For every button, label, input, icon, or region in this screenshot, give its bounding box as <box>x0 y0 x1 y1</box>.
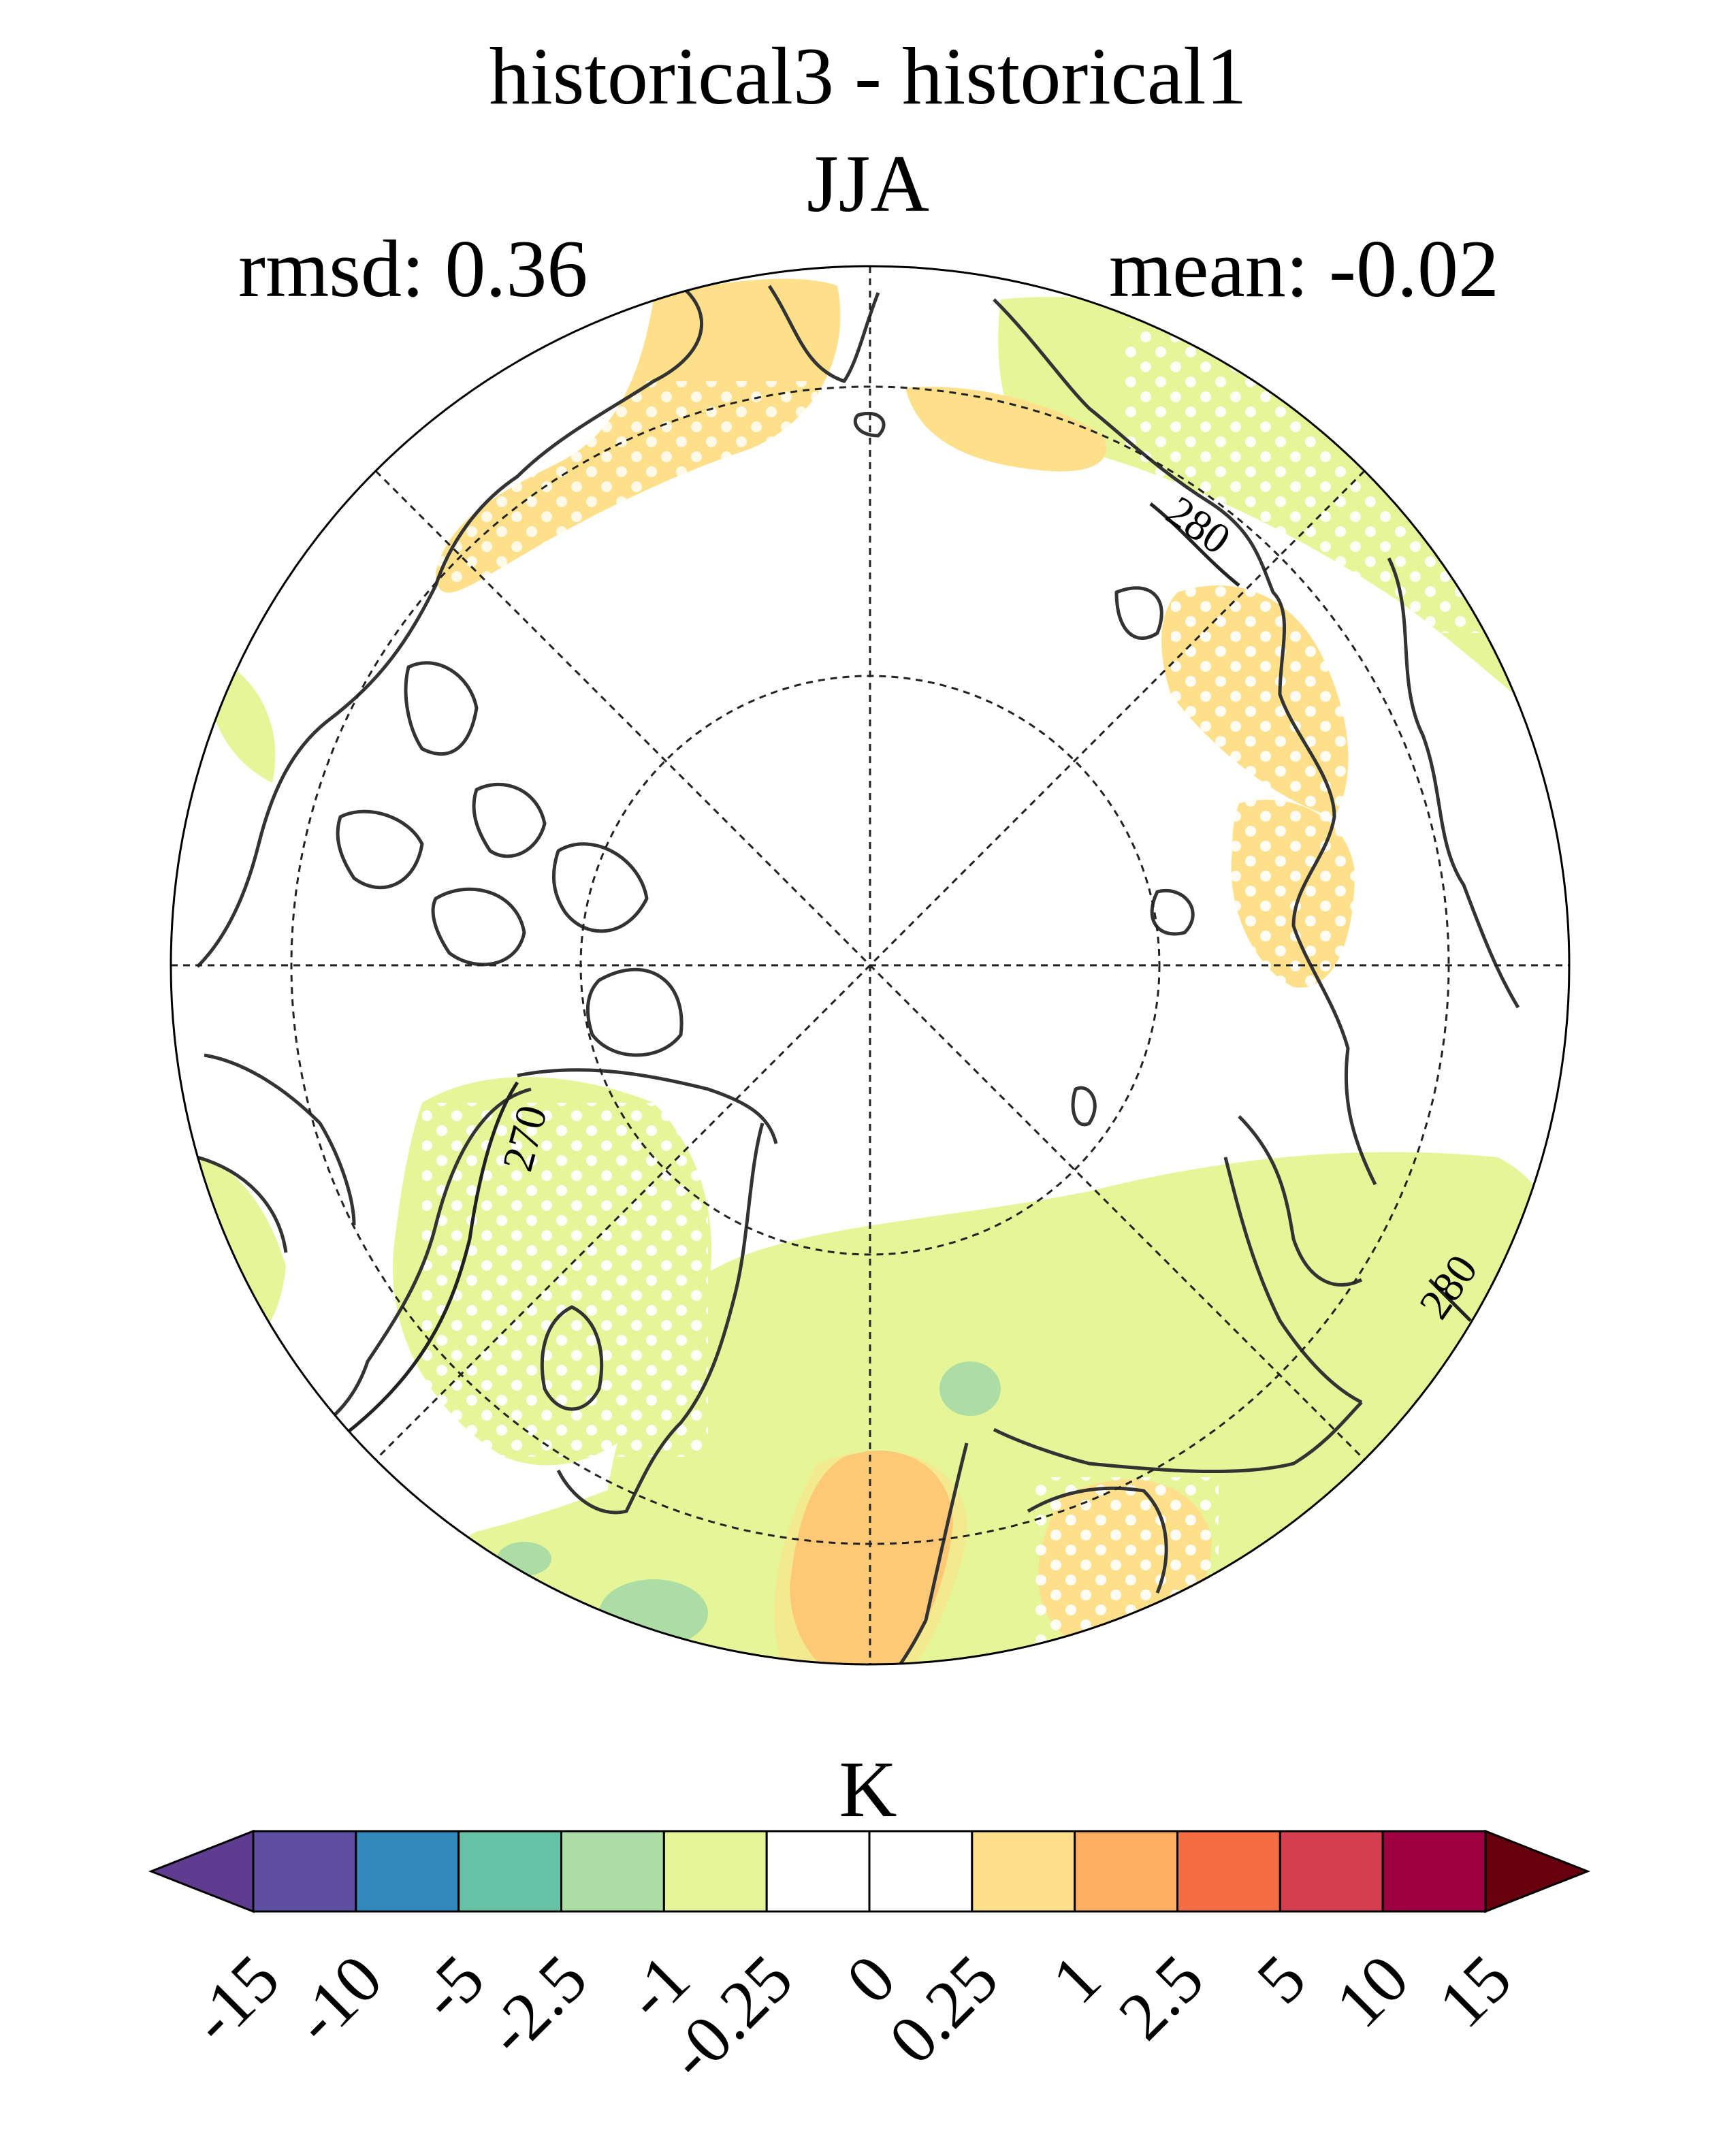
colorbar-bin <box>971 1830 1076 1913</box>
rmsd-label: rmsd: 0.36 <box>238 223 588 314</box>
colorbar-bin <box>457 1830 563 1913</box>
colorbar-bin <box>1074 1830 1178 1913</box>
field-region-green-blob-1 <box>939 1361 1001 1416</box>
colorbar <box>148 1829 1591 1914</box>
field-region-green-blob-3 <box>497 1542 551 1576</box>
colorbar-bin <box>765 1830 871 1913</box>
field-region-south-orange-rim <box>774 1451 967 1664</box>
colorbar-bin <box>560 1830 665 1913</box>
field-region-green-blob-2 <box>599 1579 708 1647</box>
colorbar-bin <box>1279 1830 1384 1913</box>
colorbar-over-arrow <box>1484 1829 1591 1914</box>
colorbar-bin <box>1381 1830 1487 1913</box>
mean-label: mean: -0.02 <box>1108 223 1499 314</box>
season-label: JJA <box>806 138 930 229</box>
coastlines <box>196 285 1520 1664</box>
colorbar-bin <box>1176 1830 1281 1913</box>
colorbar-bin <box>355 1830 460 1913</box>
colorbar-bin <box>868 1830 974 1913</box>
map-boundary <box>170 265 1571 1666</box>
colorbar-under-arrow <box>148 1829 255 1914</box>
colorbar-bin <box>252 1830 357 1913</box>
graticule <box>171 266 1569 1664</box>
field-region-n-yellow <box>905 387 1107 472</box>
colorbar-unit: K <box>839 1745 897 1834</box>
title: historical3 - historical1 <box>489 31 1247 121</box>
colorbar-bin <box>662 1830 768 1913</box>
